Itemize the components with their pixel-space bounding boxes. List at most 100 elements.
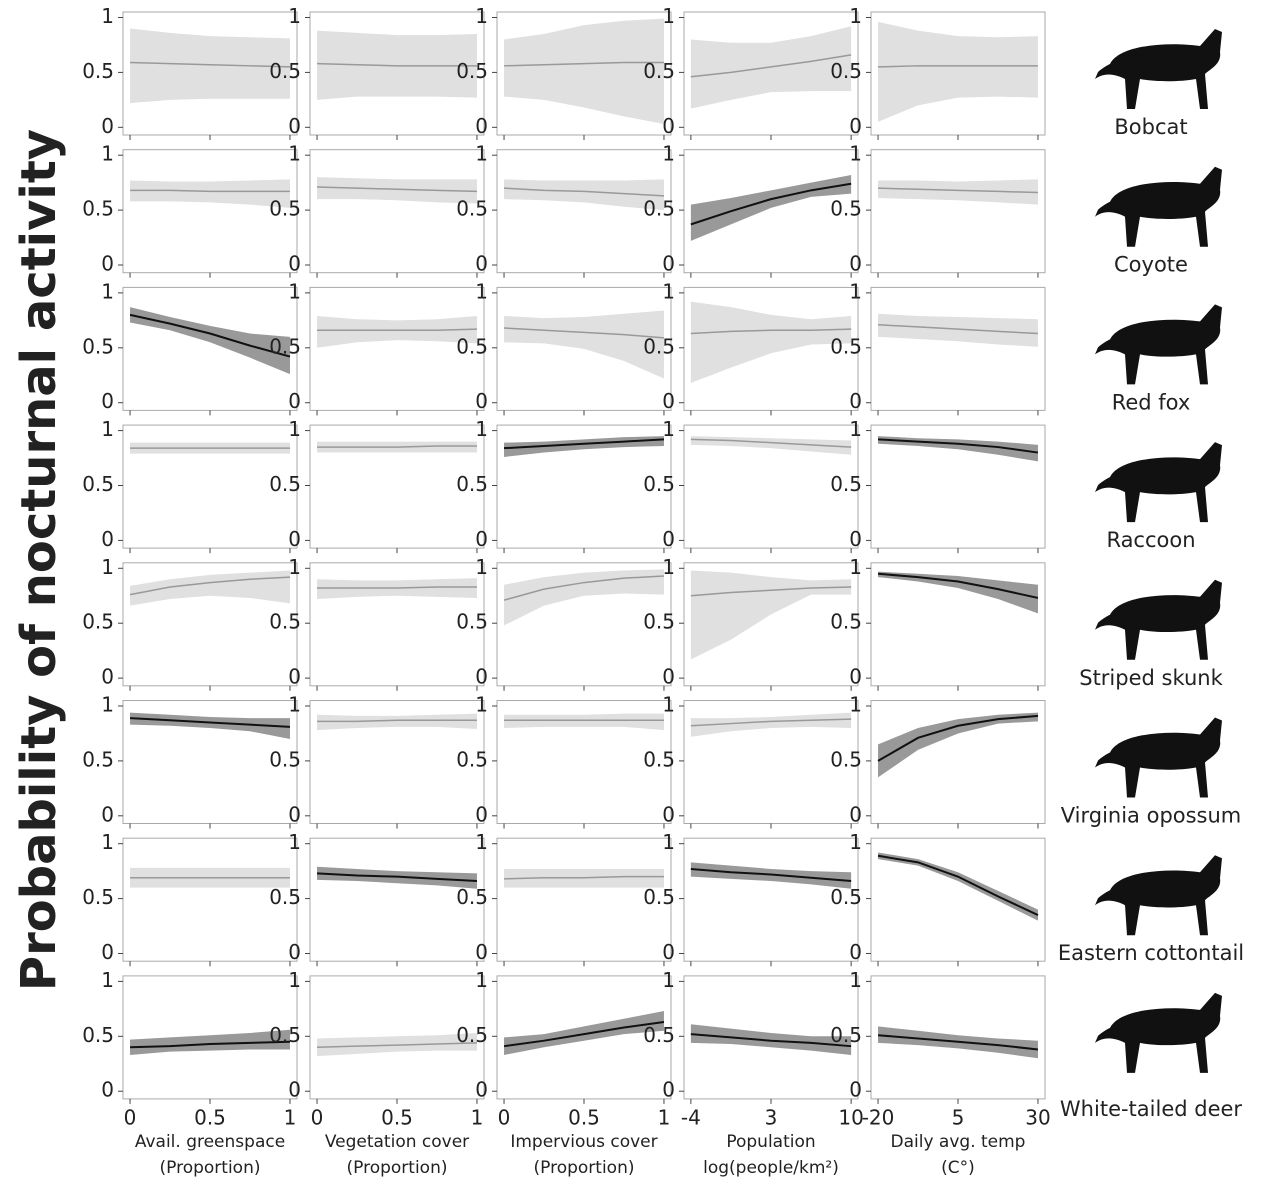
y-tick-label: 1 xyxy=(288,142,301,166)
silhouette-shape xyxy=(1095,580,1222,660)
confidence-band xyxy=(504,19,664,124)
x-axis-label: Avail. greenspace xyxy=(135,1132,285,1152)
y-tick-label: 0 xyxy=(101,802,114,826)
x-axis-label: (C°) xyxy=(941,1158,975,1178)
y-tick-label: 1 xyxy=(662,417,675,441)
animal-silhouette xyxy=(1095,580,1222,660)
x-tick-label: 0.5 xyxy=(194,1105,226,1129)
y-tick-label: 0 xyxy=(662,1078,675,1102)
y-tick-label: 0.5 xyxy=(456,472,488,496)
confidence-band xyxy=(878,713,1038,778)
silhouette-shape xyxy=(1095,304,1222,384)
y-tick-label: 1 xyxy=(662,555,675,579)
y-tick-label: 1 xyxy=(475,692,488,716)
y-tick-label: 0 xyxy=(849,527,862,551)
y-tick-label: 0.5 xyxy=(82,197,114,221)
x-tick-label: 1 xyxy=(471,1105,484,1129)
y-tick-label: 0 xyxy=(288,665,301,689)
x-axis-label: (Proportion) xyxy=(534,1158,635,1178)
y-tick-label: 1 xyxy=(288,968,301,992)
y-tick-label: 0.5 xyxy=(643,472,675,496)
y-tick-label: 1 xyxy=(849,4,862,28)
y-tick-label: 0 xyxy=(662,252,675,276)
x-tick-label: 3 xyxy=(765,1105,778,1129)
x-axis-label: (Proportion) xyxy=(160,1158,261,1178)
y-tick-label: 0.5 xyxy=(643,334,675,358)
y-tick-label: 1 xyxy=(662,4,675,28)
x-tick-label: -20 xyxy=(862,1105,895,1129)
silhouette-shape xyxy=(1095,29,1222,109)
y-tick-label: 0.5 xyxy=(82,472,114,496)
y-tick-label: 0 xyxy=(849,940,862,964)
y-tick-label: 0.5 xyxy=(643,197,675,221)
confidence-band xyxy=(130,307,290,374)
y-tick-label: 1 xyxy=(288,417,301,441)
x-tick-label: 0 xyxy=(311,1105,324,1129)
y-tick-label: 0.5 xyxy=(456,747,488,771)
y-tick-label: 0.5 xyxy=(456,197,488,221)
y-tick-label: 0.5 xyxy=(82,885,114,909)
y-tick-label: 0 xyxy=(288,252,301,276)
y-tick-label: 1 xyxy=(101,279,114,303)
confidence-band xyxy=(130,570,290,605)
y-tick-label: 0 xyxy=(662,940,675,964)
species-label: Coyote xyxy=(1114,253,1188,277)
x-tick-label: 0.5 xyxy=(381,1105,413,1129)
y-tick-label: 1 xyxy=(662,968,675,992)
y-tick-label: 1 xyxy=(101,968,114,992)
y-tick-label: 1 xyxy=(475,830,488,854)
y-tick-label: 0.5 xyxy=(830,747,862,771)
y-tick-label: 1 xyxy=(288,830,301,854)
y-tick-label: 0 xyxy=(475,114,488,138)
y-tick-label: 0.5 xyxy=(456,1023,488,1047)
y-tick-label: 0 xyxy=(101,940,114,964)
y-tick-label: 0.5 xyxy=(269,1023,301,1047)
x-axis-label: (Proportion) xyxy=(347,1158,448,1178)
species-label: Virginia opossum xyxy=(1061,804,1242,828)
x-tick-label: 5 xyxy=(952,1105,965,1129)
x-tick-label: 1 xyxy=(658,1105,671,1129)
confidence-band xyxy=(878,852,1038,920)
y-tick-label: 0 xyxy=(475,940,488,964)
y-tick-label: 0.5 xyxy=(456,59,488,83)
y-tick-label: 1 xyxy=(849,417,862,441)
y-tick-label: 0.5 xyxy=(269,610,301,634)
y-tick-label: 1 xyxy=(475,555,488,579)
species-label: Bobcat xyxy=(1114,115,1187,139)
y-tick-label: 1 xyxy=(662,279,675,303)
x-tick-label: 1 xyxy=(284,1105,297,1129)
y-tick-label: 0 xyxy=(849,665,862,689)
y-tick-label: 1 xyxy=(101,692,114,716)
animal-silhouette xyxy=(1095,304,1222,384)
y-tick-label: 0 xyxy=(662,665,675,689)
y-tick-label: 1 xyxy=(662,830,675,854)
y-tick-label: 1 xyxy=(288,279,301,303)
y-tick-label: 0 xyxy=(662,389,675,413)
y-tick-label: 1 xyxy=(101,555,114,579)
y-tick-label: 1 xyxy=(288,692,301,716)
y-tick-label: 0.5 xyxy=(269,747,301,771)
y-tick-label: 0.5 xyxy=(830,610,862,634)
y-tick-label: 0 xyxy=(849,252,862,276)
silhouette-shape xyxy=(1095,167,1222,247)
y-tick-label: 0 xyxy=(475,252,488,276)
confidence-band xyxy=(691,570,851,659)
y-tick-label: 0.5 xyxy=(830,1023,862,1047)
silhouette-shape xyxy=(1095,718,1222,798)
confidence-band xyxy=(504,714,664,730)
y-tick-label: 1 xyxy=(662,142,675,166)
species-label: Raccoon xyxy=(1106,528,1195,552)
y-tick-label: 0 xyxy=(849,1078,862,1102)
silhouette-shape xyxy=(1095,855,1222,935)
y-tick-label: 1 xyxy=(475,417,488,441)
y-tick-label: 0.5 xyxy=(830,885,862,909)
y-tick-label: 0.5 xyxy=(830,334,862,358)
y-tick-label: 0.5 xyxy=(643,1023,675,1047)
y-tick-label: 0.5 xyxy=(456,885,488,909)
confidence-band xyxy=(504,310,664,378)
y-tick-label: 1 xyxy=(849,692,862,716)
y-axis-label: Probability of nocturnal activity xyxy=(11,129,67,991)
y-tick-label: 0 xyxy=(662,527,675,551)
y-tick-label: 0 xyxy=(475,802,488,826)
y-tick-label: 0 xyxy=(849,802,862,826)
